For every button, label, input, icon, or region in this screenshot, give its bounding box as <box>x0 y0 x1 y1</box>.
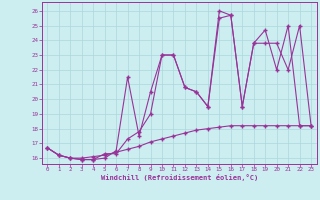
X-axis label: Windchill (Refroidissement éolien,°C): Windchill (Refroidissement éolien,°C) <box>100 174 258 181</box>
